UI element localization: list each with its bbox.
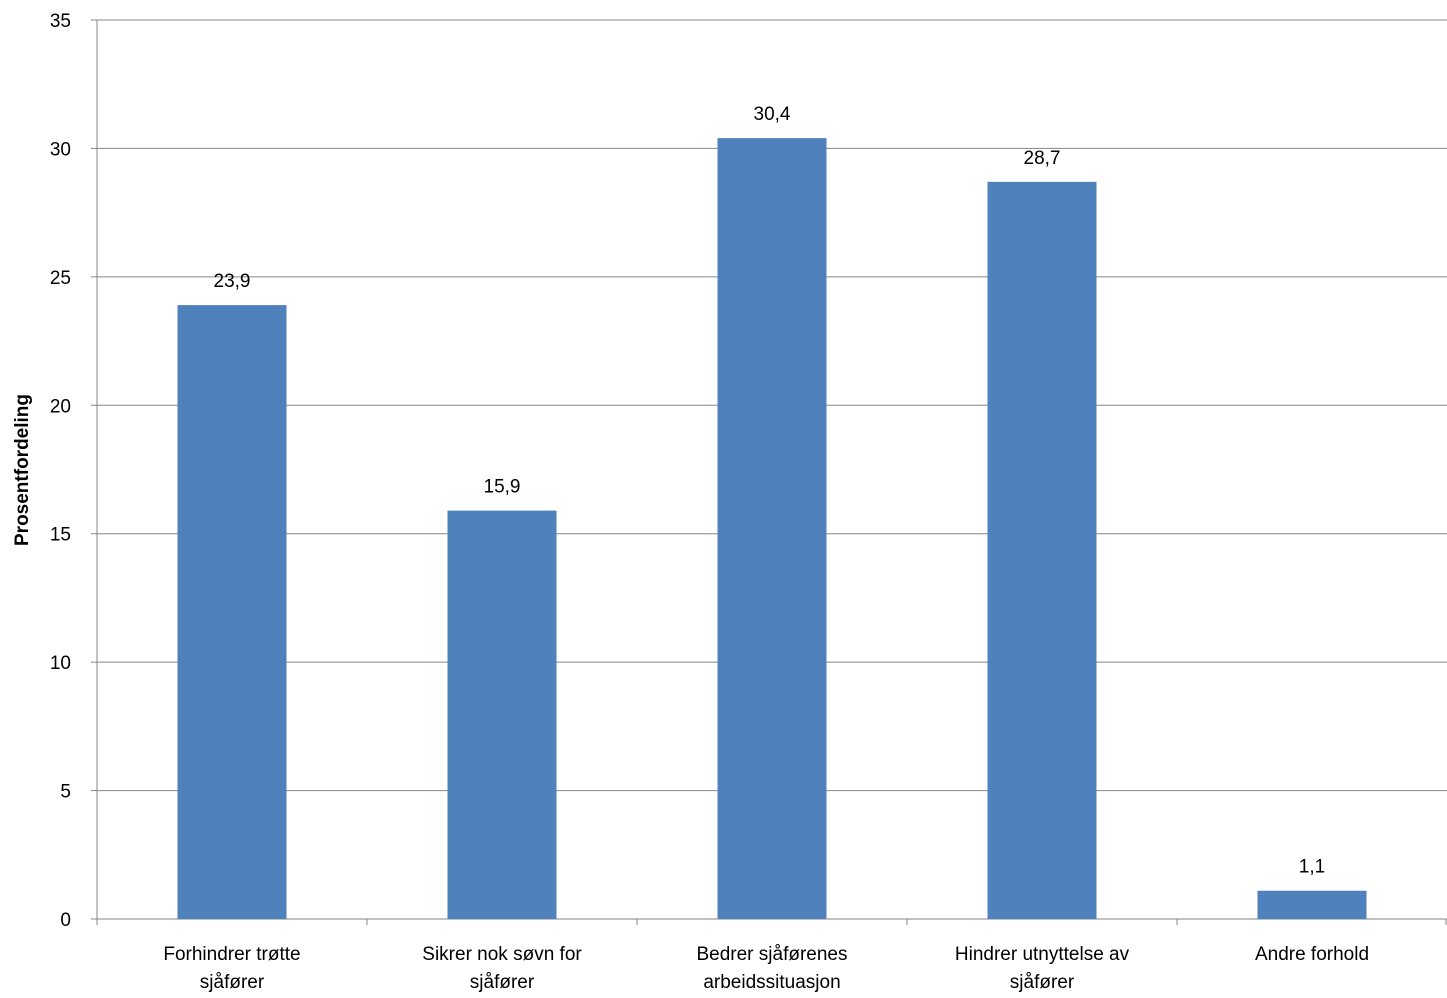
data-label: 23,9 [214,271,251,292]
bars [177,138,1367,919]
y-tick-label: 0 [60,910,71,931]
data-label: 1,1 [1299,857,1325,878]
data-label: 30,4 [754,104,791,125]
category-label: Sikrer nok søvn for sjåfører [422,944,582,993]
y-tick-label: 15 [50,525,71,546]
y-tick-label: 5 [60,782,71,803]
y-tick-label: 35 [50,11,71,32]
y-axis-title: Prosentfordeling [12,394,33,546]
category-label: Forhindrer trøtte sjåfører [163,944,300,993]
category-label: Andre forhold [1255,944,1369,965]
labels: 0 5 10 15 20 25 30 35 23,9 Forhindrer trøtte sjåfø… [50,11,1369,993]
data-label: 15,9 [484,477,521,498]
data-label: 28,7 [1024,148,1061,169]
bar [1257,890,1367,919]
y-tick-label: 25 [50,268,71,289]
bar [717,138,827,919]
category-label: Hindrer utnyttelse av sjåfører [955,944,1130,993]
bar [447,510,557,919]
category-label: Bedrer sjåførenes arbeidssituasjon [696,944,847,993]
y-tick-label: 10 [50,653,71,674]
bar [177,305,287,919]
bar [987,181,1097,919]
y-tick-label: 20 [50,396,71,417]
y-tick-label: 30 [50,139,71,160]
